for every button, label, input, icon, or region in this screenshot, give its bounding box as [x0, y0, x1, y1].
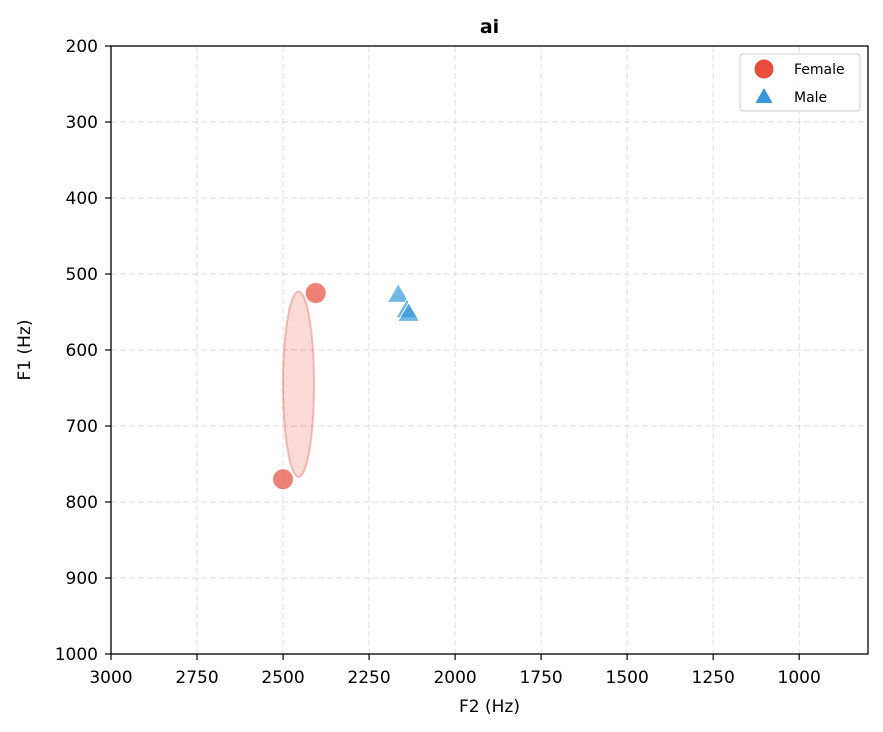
y-tick-label: 500	[66, 265, 98, 285]
y-tick-label: 400	[66, 189, 98, 209]
y-tick-label: 800	[66, 493, 98, 513]
x-tick-label: 1250	[692, 668, 735, 688]
x-tick-label: 2000	[433, 668, 476, 688]
y-tick-label: 200	[66, 37, 98, 57]
data-points	[272, 282, 421, 491]
data-point-female	[304, 282, 327, 304]
x-tick-label: 2250	[347, 668, 390, 688]
legend-label-female: Female	[794, 62, 845, 78]
y-tick-label: 1000	[55, 645, 98, 665]
y-tick-label: 700	[66, 417, 98, 437]
confidence-ellipses	[282, 290, 316, 478]
y-tick-label: 600	[66, 341, 98, 361]
legend-marker-female	[754, 59, 774, 79]
axis-ticks: 3000 2750 2500 2250 2000 1750 1500 1250 1000 200 3…	[55, 37, 821, 688]
y-axis-label: F1 (Hz)	[15, 320, 35, 381]
data-point-male	[396, 301, 421, 322]
data-point-male	[386, 282, 411, 303]
y-tick-label: 900	[66, 569, 98, 589]
data-point-female	[272, 468, 295, 491]
legend-label-male: Male	[794, 90, 827, 106]
x-tick-label: 2500	[261, 668, 304, 688]
x-tick-label: 2750	[175, 668, 218, 688]
legend-marker-male	[755, 88, 773, 103]
x-tick-label: 1000	[778, 668, 821, 688]
x-axis-label: F2 (Hz)	[459, 697, 520, 717]
legend: Female Male	[739, 53, 861, 112]
y-tick-label: 300	[66, 113, 98, 133]
x-tick-label: 1750	[519, 668, 562, 688]
x-tick-label: 3000	[89, 668, 132, 688]
x-tick-label: 1500	[606, 668, 649, 688]
chart-title: ai	[480, 16, 499, 38]
confidence-ellipse-female	[282, 290, 316, 478]
